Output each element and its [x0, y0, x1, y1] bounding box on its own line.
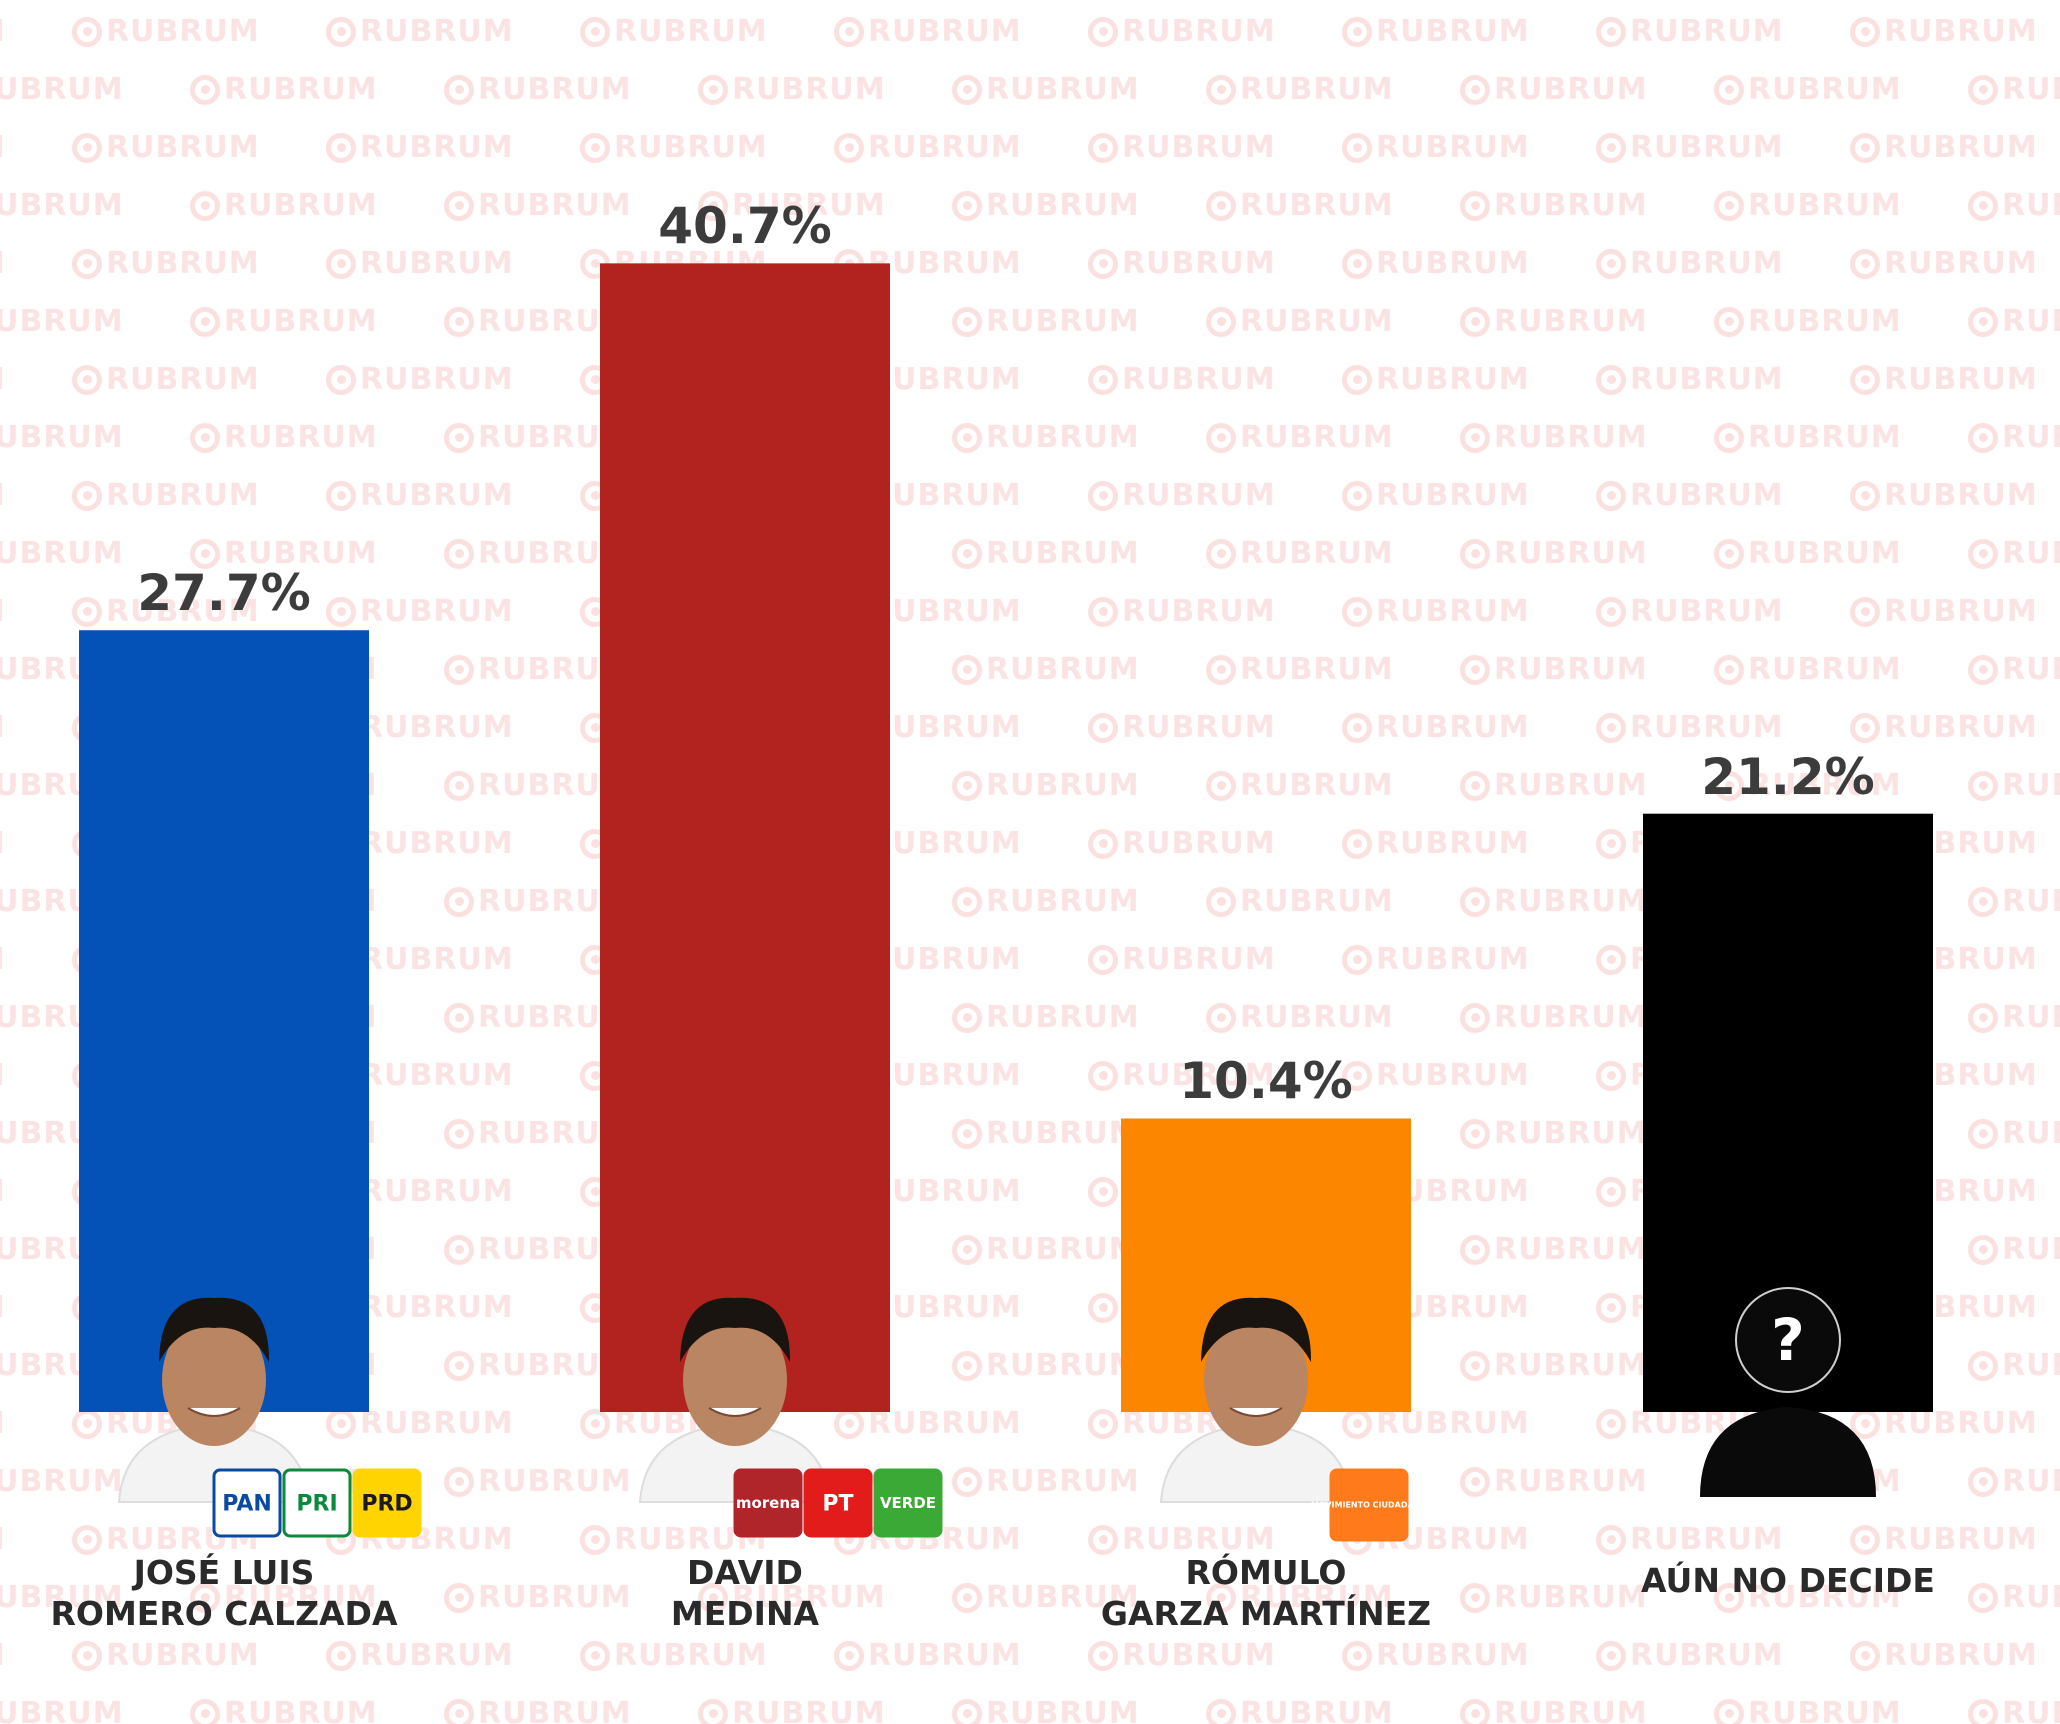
- category-label-line: JOSÉ LUIS: [133, 1553, 315, 1592]
- category-label-line: DAVID: [687, 1553, 803, 1592]
- party-logo-text: MOVIMIENTO CIUDADANO: [1311, 1501, 1428, 1510]
- party-logo-text: morena: [736, 1494, 800, 1512]
- svg-text:?: ?: [1771, 1306, 1805, 1374]
- party-logo-text: PT: [822, 1491, 853, 1516]
- category-label: DAVID MEDINA: [525, 1552, 965, 1634]
- party-logo-text: PRD: [361, 1491, 412, 1516]
- party-logo-text: PAN: [222, 1491, 272, 1516]
- party-logo-text: PRI: [296, 1491, 337, 1516]
- data-label: 10.4%: [1179, 1052, 1353, 1111]
- pan-logo-icon: PAN: [212, 1468, 282, 1538]
- category-label: AÚN NO DECIDE: [1568, 1560, 2008, 1601]
- category-label-line: MEDINA: [670, 1594, 820, 1633]
- bar: [600, 263, 890, 1412]
- category-label-line: GARZA MARTÍNEZ: [1100, 1594, 1432, 1633]
- category-label-line: ROMERO CALZADA: [50, 1594, 398, 1633]
- pri-logo-icon: PRI: [282, 1468, 352, 1538]
- category-label-line: RÓMULO: [1185, 1553, 1347, 1592]
- prd-logo-icon: PRD: [352, 1468, 422, 1538]
- data-label: 27.7%: [137, 564, 311, 623]
- bar: [79, 630, 369, 1412]
- data-label: 40.7%: [658, 197, 832, 256]
- party-logo-text: VERDE: [880, 1494, 936, 1512]
- data-label: 21.2%: [1701, 747, 1875, 806]
- morena-logo-icon: morena: [733, 1468, 803, 1538]
- unknown-person-icon: ?: [1700, 1287, 1876, 1497]
- category-label: RÓMULO GARZA MARTÍNEZ: [1046, 1552, 1486, 1634]
- verde-logo-icon: VERDE: [873, 1468, 943, 1538]
- pt-logo-icon: PT: [803, 1468, 873, 1538]
- category-label-line: AÚN NO DECIDE: [1641, 1561, 1935, 1600]
- category-label: JOSÉ LUIS ROMERO CALZADA: [4, 1552, 444, 1634]
